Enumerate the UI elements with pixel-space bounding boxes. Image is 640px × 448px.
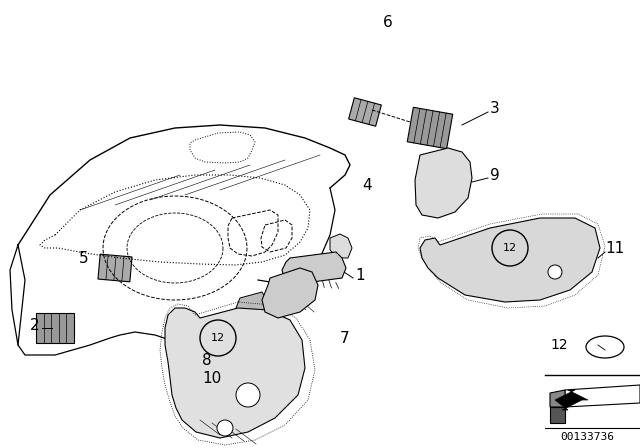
Text: 12: 12	[503, 243, 517, 253]
Text: 3: 3	[490, 100, 500, 116]
Text: 10: 10	[202, 370, 221, 385]
Text: 1: 1	[355, 267, 365, 283]
Circle shape	[217, 420, 233, 436]
Text: 9: 9	[490, 168, 500, 182]
Text: 00133736: 00133736	[560, 432, 614, 442]
Text: 7: 7	[340, 331, 349, 345]
Bar	[98, 254, 132, 282]
Polygon shape	[420, 218, 600, 302]
Polygon shape	[330, 234, 352, 258]
Bar	[407, 107, 452, 149]
Polygon shape	[415, 148, 472, 218]
Text: 5: 5	[78, 250, 88, 266]
Text: 8: 8	[202, 353, 212, 367]
Polygon shape	[550, 407, 565, 423]
Text: 12: 12	[550, 338, 568, 352]
Text: 6: 6	[383, 14, 393, 30]
Bar	[36, 313, 74, 343]
Polygon shape	[555, 390, 588, 410]
Circle shape	[236, 383, 260, 407]
Polygon shape	[236, 292, 268, 320]
Text: 2: 2	[30, 318, 40, 332]
Circle shape	[548, 265, 562, 279]
Polygon shape	[565, 385, 640, 407]
Polygon shape	[262, 268, 318, 318]
Bar	[349, 98, 381, 126]
Text: 11: 11	[605, 241, 624, 255]
Polygon shape	[550, 390, 565, 407]
Text: 4: 4	[362, 177, 372, 193]
Text: 12: 12	[211, 333, 225, 343]
Polygon shape	[165, 308, 305, 438]
Polygon shape	[282, 252, 346, 285]
